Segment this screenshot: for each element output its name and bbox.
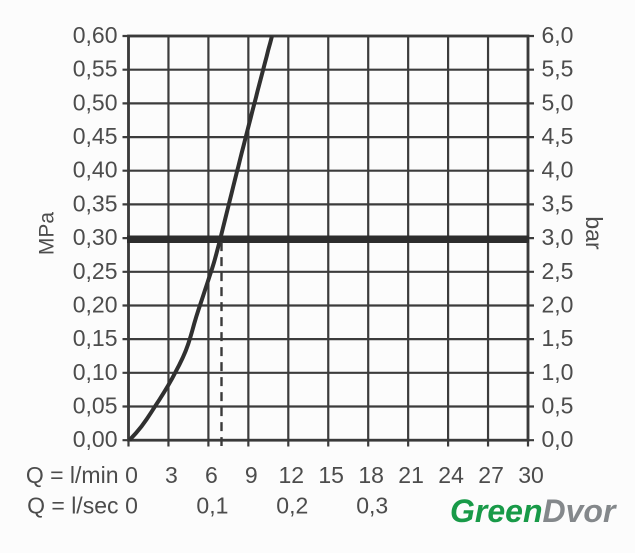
svg-text:5,5: 5,5: [542, 56, 574, 82]
svg-text:0,30: 0,30: [73, 224, 118, 250]
svg-text:Q = l/min: Q = l/min: [26, 462, 119, 488]
svg-text:6,0: 6,0: [542, 22, 574, 48]
svg-text:18: 18: [358, 462, 384, 488]
svg-text:0,45: 0,45: [73, 123, 118, 149]
svg-text:9: 9: [245, 462, 258, 488]
svg-text:0,25: 0,25: [73, 258, 118, 284]
svg-text:3: 3: [165, 462, 178, 488]
svg-text:Q = l/sec: Q = l/sec: [27, 493, 118, 519]
svg-text:GreenDvor: GreenDvor: [450, 493, 617, 529]
svg-text:0,60: 0,60: [73, 22, 118, 48]
svg-text:0: 0: [125, 462, 138, 488]
svg-text:0,3: 0,3: [356, 493, 388, 519]
svg-text:0: 0: [125, 493, 138, 519]
svg-text:0,15: 0,15: [73, 325, 118, 351]
svg-text:3,5: 3,5: [542, 190, 574, 216]
svg-text:12: 12: [279, 462, 305, 488]
svg-text:3,0: 3,0: [542, 224, 574, 250]
svg-text:0,40: 0,40: [73, 157, 118, 183]
svg-text:0,5: 0,5: [542, 393, 574, 419]
svg-text:30: 30: [518, 462, 544, 488]
svg-text:0,2: 0,2: [276, 493, 308, 519]
svg-text:2,0: 2,0: [542, 292, 574, 318]
svg-text:0,20: 0,20: [73, 292, 118, 318]
svg-text:5,0: 5,0: [542, 89, 574, 115]
svg-text:15: 15: [318, 462, 344, 488]
svg-text:24: 24: [438, 462, 464, 488]
svg-text:0,55: 0,55: [73, 56, 118, 82]
svg-text:0,35: 0,35: [73, 190, 118, 216]
svg-text:2,5: 2,5: [542, 258, 574, 284]
svg-text:4,0: 4,0: [542, 157, 574, 183]
svg-text:4,5: 4,5: [542, 123, 574, 149]
svg-text:0,10: 0,10: [73, 359, 118, 385]
svg-text:0,0: 0,0: [542, 426, 574, 452]
svg-text:0,05: 0,05: [73, 393, 118, 419]
svg-text:6: 6: [205, 462, 218, 488]
svg-text:1,0: 1,0: [542, 359, 574, 385]
svg-text:bar: bar: [581, 216, 607, 250]
svg-text:0,1: 0,1: [196, 493, 228, 519]
svg-text:MPa: MPa: [36, 212, 59, 256]
svg-text:0,50: 0,50: [73, 89, 118, 115]
svg-text:1,5: 1,5: [542, 325, 574, 351]
svg-text:27: 27: [478, 462, 504, 488]
svg-text:21: 21: [398, 462, 424, 488]
svg-text:0,00: 0,00: [73, 426, 118, 452]
